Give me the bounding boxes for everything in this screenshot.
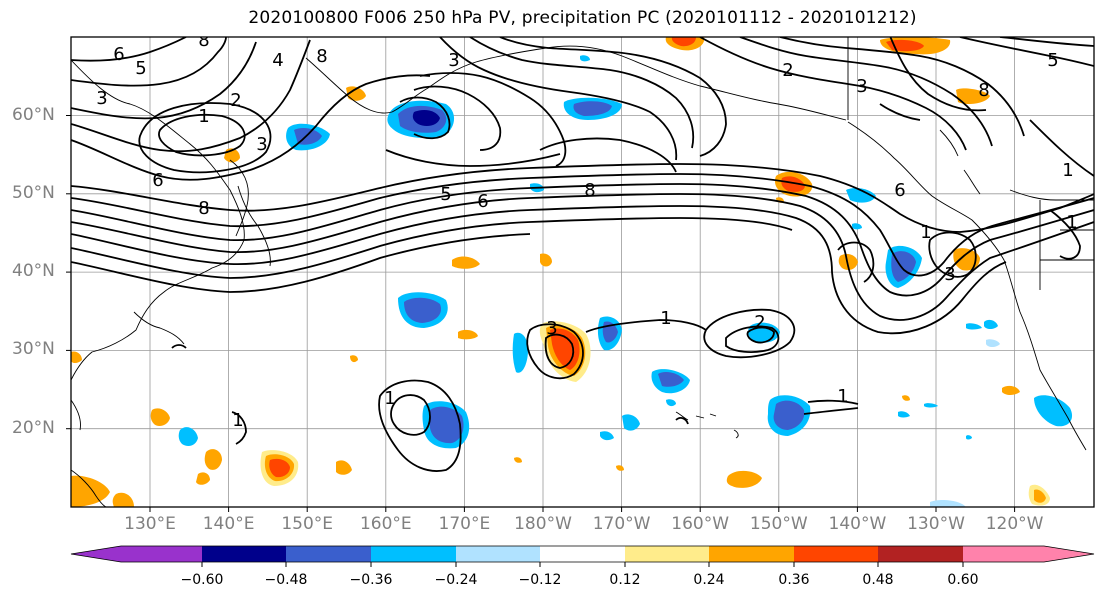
- lat-label: 20°N: [12, 417, 55, 438]
- contour-label: 3: [856, 76, 867, 97]
- colorbar-tick-label: −0.60: [180, 572, 224, 588]
- lon-label: 140°W: [828, 514, 887, 534]
- lat-label: 30°N: [12, 339, 55, 360]
- contour-label: 1: [660, 308, 671, 329]
- contour-label: 6: [477, 191, 488, 212]
- colorbar-tick-label: 0.12: [609, 572, 641, 588]
- contour-label: 1: [198, 106, 209, 127]
- contour-label: 8: [584, 180, 595, 201]
- colorbar-tick-label: −0.36: [349, 572, 393, 588]
- contour-label: 3: [256, 134, 267, 155]
- contour-label: 1: [1062, 160, 1073, 181]
- contour-label: 3: [944, 264, 955, 285]
- colorbar-ticks: [201, 562, 964, 567]
- lon-label: 130°E: [124, 514, 176, 534]
- contour-label: 6: [894, 180, 905, 201]
- colorbar-segment: [371, 546, 457, 562]
- colorbar: [70, 545, 1095, 567]
- contour-label: 8: [198, 30, 209, 51]
- contour-label: 6: [152, 170, 163, 191]
- pv-contours: [71, 37, 1094, 472]
- lon-label: 140°E: [202, 514, 255, 534]
- contour-label: 1: [1066, 212, 1077, 233]
- colorbar-segment: [286, 546, 372, 562]
- coastlines: [71, 37, 1094, 507]
- contour-label: 2: [782, 60, 793, 81]
- lat-label: 60°N: [12, 104, 55, 125]
- contour-label: 6: [113, 44, 124, 65]
- lon-label: 160°E: [359, 514, 412, 534]
- contour-label: 1: [232, 410, 243, 431]
- contour-label: 2: [230, 90, 241, 111]
- colorbar-extend-high: [963, 546, 1094, 562]
- colorbar-segments: [71, 546, 1094, 562]
- colorbar-segment: [625, 546, 710, 562]
- lat-label: 50°N: [12, 182, 55, 203]
- colorbar-segment: [709, 546, 795, 562]
- colorbar-tick-label: 0.24: [693, 572, 725, 588]
- contour-label: 8: [198, 198, 209, 219]
- colorbar-tick-label: −0.12: [518, 572, 562, 588]
- colorbar-tick-label: 0.60: [947, 572, 979, 588]
- lon-label: 120°W: [985, 514, 1044, 534]
- contour-label: 5: [440, 184, 451, 205]
- contour-label: 3: [546, 318, 557, 339]
- colorbar-extend-low: [71, 546, 202, 562]
- colorbar-outline: [70, 545, 1095, 563]
- contour-label: 3: [96, 88, 107, 109]
- contour-label: 1: [837, 386, 848, 407]
- colorbar-segment: [540, 546, 626, 562]
- colorbar-tick-label: 0.36: [778, 572, 810, 588]
- lon-label: 150°E: [281, 514, 334, 534]
- colorbar-segment: [202, 546, 287, 562]
- colorbar-tick-label: −0.24: [434, 572, 478, 588]
- precip-shading: [71, 37, 1073, 507]
- axis-ticks: [66, 115, 1016, 512]
- lon-label: 160°W: [671, 514, 730, 534]
- lon-label: 180°W: [514, 514, 572, 534]
- map-title: 2020100800 F006 250 hPa PV, precipitatio…: [248, 8, 917, 28]
- colorbar-segment: [456, 546, 541, 562]
- contour-label: 4: [272, 50, 283, 71]
- lon-label: 130°W: [907, 514, 965, 534]
- colorbar-segment: [794, 546, 879, 562]
- contour-label: 5: [1047, 50, 1058, 71]
- contour-label: 8: [316, 46, 327, 67]
- precip-negative-regions: [178, 55, 1073, 507]
- contour-label: 3: [448, 50, 459, 71]
- lat-label: 40°N: [12, 261, 55, 282]
- contour-label: 8: [978, 80, 989, 101]
- contour-label: 5: [135, 58, 146, 79]
- lon-label: 170°E: [438, 514, 491, 534]
- contour-label: 1: [384, 388, 395, 409]
- contour-label: 1: [920, 222, 931, 243]
- colorbar-tick-label: −0.48: [264, 572, 308, 588]
- colorbar-segment: [878, 546, 964, 562]
- lon-label: 150°W: [749, 514, 808, 534]
- lon-label: 170°W: [592, 514, 651, 534]
- colorbar-tick-label: 0.48: [862, 572, 894, 588]
- contour-label: 2: [754, 312, 765, 333]
- precip-positive-regions: [71, 37, 1050, 507]
